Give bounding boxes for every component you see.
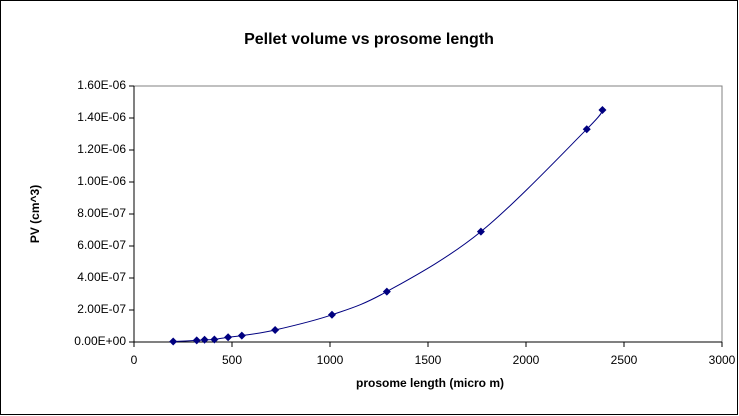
- y-tick-label: 0.00E+00: [74, 334, 126, 348]
- x-tick-label: 0: [131, 353, 138, 367]
- data-point: [169, 337, 178, 346]
- chart-title: Pellet volume vs prosome length: [244, 31, 494, 48]
- data-point: [224, 333, 233, 342]
- y-axis-title: PV (cm^3): [28, 185, 42, 243]
- data-point: [271, 326, 280, 334]
- y-tick-label: 1.40E-06: [77, 110, 126, 124]
- data-point: [598, 106, 607, 114]
- data-point: [476, 227, 485, 236]
- x-tick-label: 3000: [709, 353, 736, 367]
- data-point: [192, 336, 201, 345]
- data-point: [382, 287, 391, 296]
- data-point: [582, 125, 591, 134]
- x-tick-label: 2000: [513, 353, 540, 367]
- x-axis-title: prosome length (micro m): [356, 376, 504, 390]
- data-point: [327, 310, 336, 319]
- data-point: [200, 335, 209, 344]
- y-tick-label: 4.00E-07: [77, 270, 126, 284]
- data-point: [237, 331, 246, 340]
- y-tick-label: 8.00E-07: [77, 206, 126, 220]
- y-tick-label: 1.20E-06: [77, 142, 126, 156]
- x-tick-label: 500: [222, 353, 242, 367]
- y-tick-label: 1.60E-06: [77, 78, 126, 92]
- data-point: [210, 335, 219, 344]
- x-tick-label: 1500: [415, 353, 442, 367]
- y-tick-label: 2.00E-07: [77, 302, 126, 316]
- x-tick-label: 1000: [317, 353, 344, 367]
- x-tick-label: 2500: [611, 353, 638, 367]
- plot-area: [133, 85, 723, 343]
- y-tick-label: 6.00E-07: [77, 238, 126, 252]
- y-tick-label: 1.00E-06: [77, 174, 126, 188]
